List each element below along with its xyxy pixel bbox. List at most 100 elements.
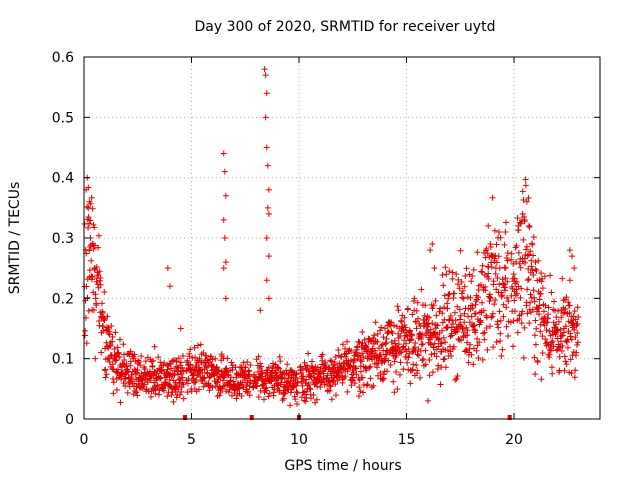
data-point	[553, 328, 560, 335]
data-point	[187, 361, 194, 368]
data-point	[532, 341, 539, 348]
data-point	[350, 359, 357, 366]
data-point	[439, 272, 446, 279]
data-point	[509, 343, 516, 350]
data-point	[561, 309, 568, 316]
data-point	[257, 387, 264, 394]
data-point	[85, 214, 92, 221]
data-point	[147, 393, 154, 400]
data-point	[95, 244, 102, 251]
data-point	[523, 198, 530, 205]
data-point	[489, 253, 496, 260]
x-tick-label: 15	[398, 432, 416, 448]
data-point	[539, 285, 546, 292]
data-point	[344, 338, 351, 345]
data-point	[496, 308, 503, 315]
data-point	[555, 307, 562, 314]
data-point	[407, 380, 414, 387]
data-point	[474, 335, 481, 342]
data-point	[371, 332, 378, 339]
data-point	[263, 144, 270, 151]
data-point	[99, 308, 106, 315]
data-point	[532, 259, 539, 266]
data-point	[562, 323, 569, 330]
data-point	[525, 276, 532, 283]
data-point	[233, 395, 240, 402]
data-point	[350, 369, 357, 376]
data-point	[409, 311, 416, 318]
data-point	[535, 257, 542, 264]
data-point	[91, 265, 98, 272]
data-point	[109, 338, 116, 345]
data-point	[110, 379, 117, 386]
data-point	[191, 344, 198, 351]
data-point	[277, 358, 284, 365]
data-point	[287, 402, 294, 409]
data-point	[525, 195, 532, 202]
data-point	[155, 354, 162, 361]
data-point	[519, 188, 526, 195]
data-point	[493, 286, 500, 293]
data-point	[539, 275, 546, 282]
data-point	[307, 386, 314, 393]
data-point	[514, 329, 521, 336]
data-point	[85, 307, 92, 314]
data-point	[116, 353, 123, 360]
data-point	[530, 272, 537, 279]
data-point	[574, 304, 581, 311]
gap-marker	[183, 415, 188, 420]
data-point	[490, 278, 497, 285]
data-point	[526, 320, 533, 327]
data-point	[144, 379, 151, 386]
data-point	[426, 314, 433, 321]
data-point	[523, 243, 530, 250]
data-point	[413, 325, 420, 332]
data-point	[418, 341, 425, 348]
chart-title: Day 300 of 2020, SRMTID for receiver uyt…	[195, 19, 496, 35]
data-point	[91, 224, 98, 231]
data-point	[414, 367, 421, 374]
data-point	[470, 361, 477, 368]
data-point	[217, 389, 224, 396]
data-point	[95, 232, 102, 239]
data-point	[401, 314, 408, 321]
data-point	[388, 319, 395, 326]
data-point	[293, 388, 300, 395]
data-point	[449, 275, 456, 282]
data-point	[367, 363, 374, 370]
data-point	[88, 257, 95, 264]
data-point	[504, 249, 511, 256]
data-point	[476, 339, 483, 346]
data-point	[328, 396, 335, 403]
data-point	[104, 313, 111, 320]
data-point	[280, 395, 287, 402]
data-point	[562, 358, 569, 365]
data-point	[418, 286, 425, 293]
data-point	[554, 327, 561, 334]
data-point	[390, 378, 397, 385]
data-point	[557, 338, 564, 345]
data-point	[461, 283, 468, 290]
data-point	[484, 346, 491, 353]
data-point	[176, 375, 183, 382]
data-point	[555, 318, 562, 325]
data-point	[505, 332, 512, 339]
data-point	[454, 372, 461, 379]
data-point	[484, 250, 491, 257]
data-point	[178, 388, 185, 395]
data-point	[224, 372, 231, 379]
data-point	[466, 345, 473, 352]
data-point	[548, 289, 555, 296]
data-point	[312, 399, 319, 406]
data-point	[410, 361, 417, 368]
data-point	[518, 311, 525, 318]
data-point	[480, 330, 487, 337]
data-point	[292, 370, 299, 377]
data-point	[85, 204, 92, 211]
data-point	[303, 388, 310, 395]
data-point	[114, 344, 121, 351]
data-point	[494, 275, 501, 282]
data-point	[176, 391, 183, 398]
data-point	[263, 235, 270, 241]
data-point	[265, 393, 272, 400]
